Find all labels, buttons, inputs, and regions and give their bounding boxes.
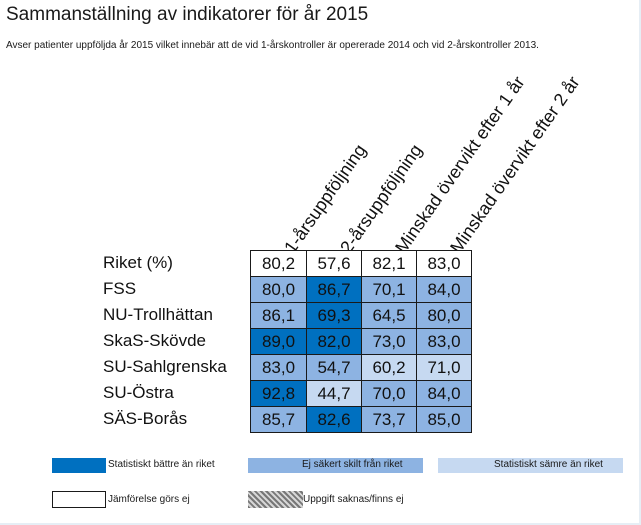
table-cell: 82,6 [306, 406, 362, 433]
row-label: SU-Sahlgrenska [103, 357, 227, 376]
row-label: FSS [103, 279, 137, 298]
table-cell: 84,0 [416, 276, 472, 303]
legend-neutral-label: Jämförelse görs ej [108, 494, 190, 505]
legend-better [52, 458, 106, 473]
table-cell: 57,6 [306, 250, 362, 277]
table-cell: 82,1 [361, 250, 417, 277]
legend-worse-label: Statistiskt sämre än riket [494, 459, 603, 470]
row-label: Riket (%) [103, 253, 173, 272]
table-cell: 85,7 [250, 406, 307, 433]
table-cell: 83,0 [416, 250, 472, 277]
legend-missing [248, 491, 303, 508]
legend-neutral [52, 491, 106, 508]
legend-worse [438, 458, 623, 473]
table-cell: 69,3 [306, 302, 362, 329]
table-cell: 85,0 [416, 406, 472, 433]
table-cell: 44,7 [306, 380, 362, 407]
table-cell: 80,0 [250, 276, 307, 303]
table-cell: 80,0 [416, 302, 472, 329]
table-cell: 86,7 [306, 276, 362, 303]
legend-better-label: Statistiskt bättre än riket [108, 459, 215, 470]
legend-missing-label: Uppgift saknas/finns ej [303, 494, 404, 505]
table-cell: 80,2 [250, 250, 307, 277]
table-cell: 70,0 [361, 380, 417, 407]
table-cell: 83,0 [416, 328, 472, 355]
table-cell: 54,7 [306, 354, 362, 381]
table-cell: 92,8 [250, 380, 307, 407]
table-cell: 82,0 [306, 328, 362, 355]
table-cell: 60,2 [361, 354, 417, 381]
row-label: SÄS-Borås [103, 409, 188, 428]
table-cell: 89,0 [250, 328, 307, 355]
table-cell: 70,1 [361, 276, 417, 303]
row-label: NU-Trollhättan [103, 305, 213, 324]
table-cell: 83,0 [250, 354, 307, 381]
page-subtitle: Avser patienter uppföljda år 2015 vilket… [6, 40, 539, 51]
table-cell: 71,0 [416, 354, 472, 381]
row-label: SU-Östra [103, 383, 174, 402]
row-label: SkaS-Skövde [103, 331, 206, 350]
table-cell: 73,7 [361, 406, 417, 433]
table-cell: 64,5 [361, 302, 417, 329]
table-cell: 86,1 [250, 302, 307, 329]
legend-same-label: Ej säkert skilt från riket [302, 459, 403, 470]
page-title: Sammanställning av indikatorer för år 20… [6, 4, 369, 25]
table-cell: 73,0 [361, 328, 417, 355]
legend-same [248, 458, 423, 473]
table-cell: 84,0 [416, 380, 472, 407]
